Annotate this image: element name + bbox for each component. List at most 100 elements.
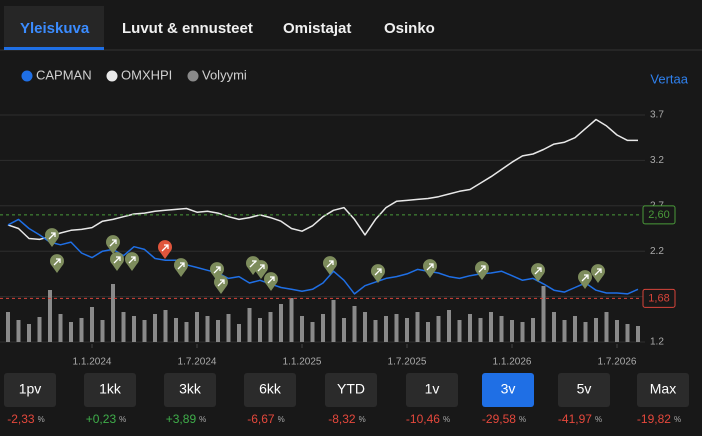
volume-bar bbox=[216, 320, 220, 342]
volume-bar bbox=[300, 316, 304, 342]
period-label[interactable]: Max bbox=[650, 381, 676, 397]
volume-bar bbox=[478, 318, 483, 342]
event-pin[interactable] bbox=[214, 275, 228, 294]
event-pin[interactable] bbox=[578, 270, 592, 289]
period-change: -29,58% bbox=[482, 412, 526, 426]
event-pin[interactable] bbox=[173, 258, 188, 277]
active-tab-underline bbox=[4, 47, 104, 50]
tab[interactable]: Osinko bbox=[384, 20, 435, 37]
period-button[interactable] bbox=[84, 373, 136, 407]
period-label[interactable]: 3v bbox=[501, 381, 516, 397]
volume-bar bbox=[16, 320, 21, 342]
x-tick-label: 1.7.2026 bbox=[598, 357, 637, 368]
pin-arrow bbox=[161, 244, 169, 252]
pin-arrow bbox=[267, 276, 275, 284]
period-change: -8,32% bbox=[328, 412, 365, 426]
tab[interactable]: Luvut & ennusteet bbox=[122, 20, 253, 37]
period-button[interactable] bbox=[637, 373, 689, 407]
event-pin[interactable] bbox=[323, 256, 338, 275]
change-unit: % bbox=[674, 415, 681, 424]
period-button[interactable] bbox=[482, 373, 534, 407]
volume-bar bbox=[121, 312, 126, 342]
volume-bar bbox=[583, 322, 588, 342]
volume-bar bbox=[37, 317, 42, 342]
volume-bar bbox=[6, 312, 10, 342]
event-pin[interactable] bbox=[125, 252, 139, 271]
event-pin[interactable] bbox=[423, 259, 437, 278]
period-label[interactable]: 1v bbox=[425, 381, 440, 397]
period-label[interactable]: 3kk bbox=[179, 381, 202, 397]
period-change: -6,67% bbox=[247, 412, 284, 426]
y-tick-label: 1.2 bbox=[650, 337, 664, 348]
volume-bar bbox=[195, 312, 199, 342]
volume-bar bbox=[289, 298, 294, 342]
event-pin[interactable] bbox=[475, 261, 489, 280]
pin-arrow bbox=[581, 274, 589, 282]
change-value: -29,58 bbox=[482, 412, 516, 426]
period-button[interactable] bbox=[325, 373, 377, 407]
period-label[interactable]: 1pv bbox=[19, 381, 42, 397]
volume-bar bbox=[468, 314, 472, 342]
change-unit: % bbox=[595, 415, 602, 424]
pin-arrow bbox=[177, 262, 185, 270]
period-change: +3,89% bbox=[166, 412, 207, 426]
volume-bar bbox=[594, 318, 598, 342]
volume-bar bbox=[174, 318, 178, 342]
volume-bar bbox=[331, 300, 336, 342]
volume-bar bbox=[279, 304, 283, 342]
event-pin[interactable] bbox=[264, 272, 278, 291]
event-pin[interactable] bbox=[45, 228, 59, 247]
volume-bar bbox=[531, 318, 535, 342]
event-pin[interactable] bbox=[210, 262, 224, 281]
event-pin[interactable] bbox=[371, 264, 386, 283]
tab[interactable]: Omistajat bbox=[283, 20, 351, 37]
pin-arrow bbox=[48, 232, 56, 240]
period-change: -10,46% bbox=[406, 412, 450, 426]
period-label[interactable]: 1kk bbox=[99, 381, 122, 397]
event-pin[interactable] bbox=[591, 264, 605, 283]
compare-link[interactable]: Vertaa bbox=[650, 71, 688, 86]
tab[interactable]: Yleiskuva bbox=[20, 20, 90, 37]
period-button[interactable] bbox=[244, 373, 296, 407]
volume-bar bbox=[615, 320, 619, 342]
event-pins bbox=[45, 228, 605, 294]
change-unit: % bbox=[199, 415, 206, 424]
event-pin[interactable] bbox=[254, 260, 268, 279]
period-change: +0,23% bbox=[86, 412, 127, 426]
volume-bar bbox=[426, 322, 430, 342]
period-button[interactable] bbox=[558, 373, 610, 407]
pin-arrow bbox=[374, 268, 382, 276]
volume-bar bbox=[363, 312, 367, 342]
volume-bar bbox=[27, 324, 31, 342]
change-value: -41,97 bbox=[558, 412, 592, 426]
event-pin[interactable] bbox=[105, 235, 120, 254]
period-label[interactable]: YTD bbox=[337, 381, 365, 397]
event-pin[interactable] bbox=[531, 263, 546, 282]
change-unit: % bbox=[443, 415, 450, 424]
reference-label: 1,68 bbox=[648, 292, 669, 304]
x-tick-label: 1.1.2026 bbox=[493, 357, 532, 368]
period-button[interactable] bbox=[4, 373, 56, 407]
change-value: -19,82 bbox=[637, 412, 671, 426]
period-button[interactable] bbox=[406, 373, 458, 407]
volume-bar bbox=[237, 324, 241, 342]
period-label[interactable]: 5v bbox=[577, 381, 592, 397]
volume-bar bbox=[111, 284, 115, 342]
change-value: -2,33 bbox=[7, 412, 35, 426]
pin-arrow bbox=[426, 263, 434, 271]
period-change: -2,33% bbox=[7, 412, 44, 426]
change-value: -6,67 bbox=[247, 412, 275, 426]
y-tick-label: 3.2 bbox=[650, 155, 664, 166]
period-label[interactable]: 6kk bbox=[259, 381, 282, 397]
volume-bar bbox=[184, 322, 189, 342]
volume-bar bbox=[447, 310, 451, 342]
pin-arrow bbox=[109, 239, 117, 247]
legend-label: Volyymi bbox=[202, 67, 247, 82]
reference-label: 2,60 bbox=[648, 209, 669, 221]
event-pin[interactable] bbox=[158, 240, 173, 259]
period-button[interactable] bbox=[164, 373, 216, 407]
event-pin[interactable] bbox=[50, 254, 64, 273]
event-pin[interactable] bbox=[110, 252, 125, 271]
